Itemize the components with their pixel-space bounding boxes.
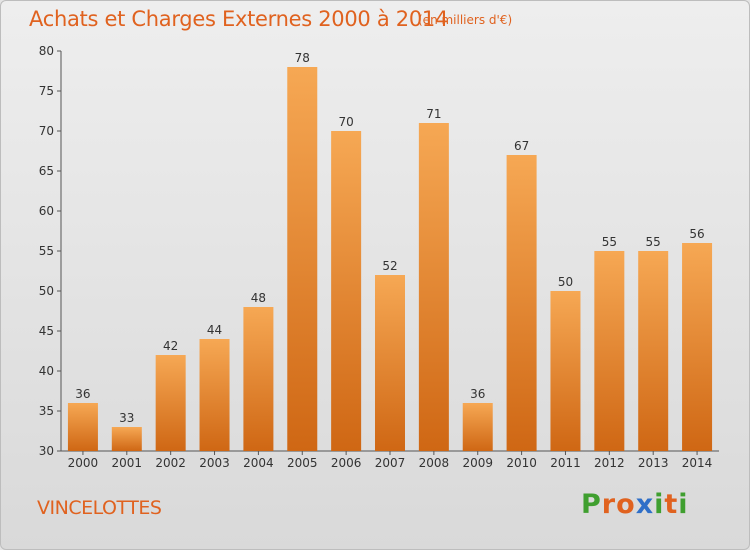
y-tick-label: 65 xyxy=(39,164,54,178)
bar xyxy=(462,403,493,451)
y-tick-label: 75 xyxy=(39,84,54,98)
bar xyxy=(331,131,362,451)
bar xyxy=(243,307,274,451)
y-tick-label: 30 xyxy=(39,444,54,458)
x-tick-label: 2010 xyxy=(506,456,537,470)
commune-name: VINCELOTTES xyxy=(37,497,162,519)
y-tick-label: 70 xyxy=(39,124,54,138)
x-tick-label: 2011 xyxy=(550,456,581,470)
x-tick-label: 2009 xyxy=(462,456,493,470)
bar xyxy=(67,403,98,451)
chart-title: Achats et Charges Externes 2000 à 2014 xyxy=(29,7,449,31)
bar xyxy=(682,243,713,451)
x-tick-label: 2001 xyxy=(112,456,143,470)
logo-letter: o xyxy=(616,489,636,520)
data-label: 71 xyxy=(426,107,441,121)
bar xyxy=(155,355,186,451)
data-label: 36 xyxy=(470,387,485,401)
data-label: 55 xyxy=(602,235,617,249)
data-label: 33 xyxy=(119,411,134,425)
y-tick-label: 55 xyxy=(39,244,54,258)
x-tick-label: 2003 xyxy=(199,456,230,470)
logo-letter: P xyxy=(581,489,602,520)
bar xyxy=(506,155,537,451)
bar xyxy=(418,123,449,451)
data-label: 70 xyxy=(338,115,353,129)
x-tick-label: 2006 xyxy=(331,456,362,470)
chart-bars xyxy=(67,67,713,451)
x-tick-label: 2000 xyxy=(68,456,99,470)
x-tick-label: 2002 xyxy=(155,456,186,470)
y-tick-label: 50 xyxy=(39,284,54,298)
logo-letter: t xyxy=(664,489,679,520)
data-label: 55 xyxy=(646,235,661,249)
x-tick-label: 2008 xyxy=(419,456,450,470)
proxiti-logo: Proxiti xyxy=(581,489,689,520)
data-label: 44 xyxy=(207,323,222,337)
logo-letter: i xyxy=(654,489,665,520)
data-label: 78 xyxy=(295,51,310,65)
bar xyxy=(550,291,581,451)
bar xyxy=(594,251,625,451)
chart-unit: (en milliers d'€) xyxy=(418,13,513,27)
logo-letter: r xyxy=(601,489,617,520)
y-tick-label: 40 xyxy=(39,364,54,378)
x-tick-label: 2005 xyxy=(287,456,318,470)
data-label: 48 xyxy=(251,291,266,305)
chart-axes: 30 35 40 45 50 55 60 65 70 75 80 2000 2001 2002 2003 20… xyxy=(39,44,719,470)
data-label: 36 xyxy=(75,387,90,401)
y-tick-label: 60 xyxy=(39,204,54,218)
y-tick-label: 45 xyxy=(39,324,54,338)
x-tick-label: 2014 xyxy=(682,456,713,470)
bar xyxy=(111,427,142,451)
y-tick-label: 35 xyxy=(39,404,54,418)
bar xyxy=(638,251,669,451)
data-label: 50 xyxy=(558,275,573,289)
data-label: 42 xyxy=(163,339,178,353)
x-tick-label: 2013 xyxy=(638,456,669,470)
x-tick-label: 2012 xyxy=(594,456,625,470)
x-tick-label: 2004 xyxy=(243,456,274,470)
data-label: 56 xyxy=(689,227,704,241)
data-label: 52 xyxy=(382,259,397,273)
logo-letter: i xyxy=(678,489,689,520)
bar xyxy=(287,67,318,451)
y-tick-label: 80 xyxy=(39,44,54,58)
data-label: 67 xyxy=(514,139,529,153)
bar xyxy=(375,275,405,451)
x-tick-label: 2007 xyxy=(375,456,406,470)
logo-letter: x xyxy=(635,489,655,520)
bar xyxy=(199,339,230,451)
chart-data-labels: 36 33 42 44 48 78 70 52 71 36 67 50 55 55 56 xyxy=(75,51,704,425)
